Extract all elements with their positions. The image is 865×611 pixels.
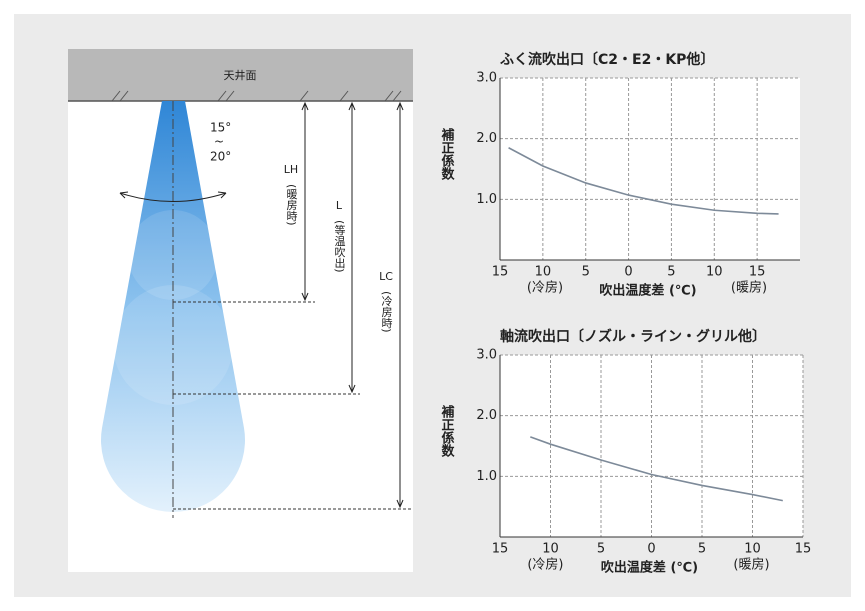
- y-tick-label: 2.0: [476, 131, 497, 146]
- x-axis-label: 吹出温度差 (℃): [601, 560, 698, 576]
- dimensions: [301, 101, 404, 509]
- x-tick-label: 5: [667, 265, 675, 280]
- dim-label: L: [336, 199, 343, 212]
- x-tick-label: 5: [582, 265, 590, 280]
- dim-note: (冷房時): [380, 291, 393, 333]
- y-tick-label: 3.0: [476, 71, 497, 86]
- x-axis-label: 吹出温度差 (℃): [599, 283, 696, 299]
- y-axis-label: 補正係数: [439, 127, 456, 181]
- y-axis-label: 補正係数: [439, 404, 456, 458]
- x-tick-label: 10: [535, 265, 552, 280]
- dim-label: LH: [284, 163, 298, 176]
- y-tick-label: 3.0: [476, 348, 497, 363]
- line: [530, 436, 783, 502]
- line: [508, 147, 779, 215]
- angle-label: ~: [214, 135, 224, 149]
- chart-title: 軸流吹出口〔ノズル・ライン・グリル他〕: [500, 328, 766, 345]
- annotation: (暖房): [733, 557, 769, 573]
- y-tick-label: 1.0: [476, 192, 497, 207]
- ceiling: [68, 49, 413, 101]
- x-tick-label: 10: [706, 265, 723, 280]
- ceiling-label: 天井面: [224, 68, 257, 82]
- x-tick-label: 15: [492, 265, 509, 280]
- dim-note: (暖房時): [285, 184, 298, 226]
- reach-lines: [173, 301, 411, 510]
- x-tick-label: 10: [744, 542, 761, 557]
- y-tick-label: 2.0: [476, 408, 497, 423]
- arc-arrows: [119, 191, 227, 199]
- hatching: [111, 90, 402, 102]
- dim-note: (等温吹出): [333, 220, 346, 273]
- x-tick-label: 15: [795, 542, 812, 557]
- x-tick-label: 5: [597, 542, 605, 557]
- x-tick-label: 0: [624, 265, 632, 280]
- annotation: (暖房): [731, 280, 767, 296]
- dim-label: LC: [379, 270, 393, 283]
- x-tick-label: 5: [698, 542, 706, 557]
- y-tick-label: 1.0: [476, 469, 497, 484]
- diagram-panel: [68, 49, 413, 572]
- annotation: (冷房): [527, 280, 563, 296]
- angle-arc: [119, 192, 227, 202]
- annotation: (冷房): [527, 557, 563, 573]
- x-tick-label: 15: [492, 542, 509, 557]
- angle-label: 20°: [210, 150, 231, 164]
- x-tick-label: 15: [749, 265, 766, 280]
- x-tick-label: 0: [647, 542, 655, 557]
- x-tick-label: 10: [542, 542, 559, 557]
- chart-title: ふく流吹出口〔C2・E2・KP他〕: [500, 51, 714, 68]
- plot-area: [500, 78, 800, 260]
- angle-label: 15°: [210, 121, 231, 135]
